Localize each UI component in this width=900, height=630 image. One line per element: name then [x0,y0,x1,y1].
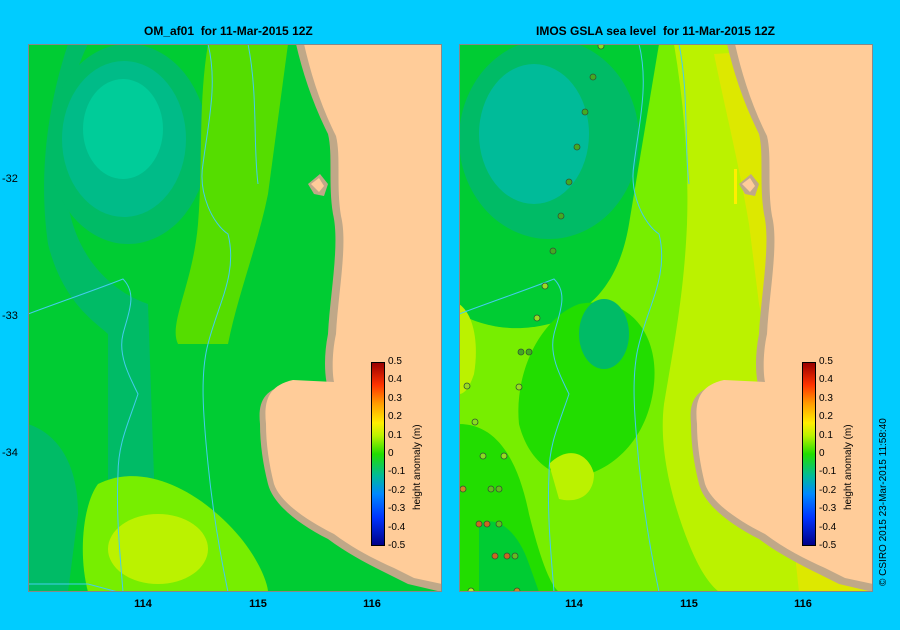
observation-point [495,485,503,493]
contour-region [579,299,629,369]
observation-point [463,382,471,390]
map-frame [459,44,873,592]
observation-point [597,44,605,50]
right-panel-title: IMOS GSLA sea level for 11-Mar-2015 12Z [536,24,775,38]
colorbar-tick-label: 0.5 [388,356,402,367]
observation-point [581,108,589,116]
left-colorbar-label: height anomaly (m) [412,424,423,510]
colorbar-tick-label: -0.5 [819,540,837,551]
observation-point [479,452,487,460]
bathymetry-contour [678,44,690,185]
observation-point [471,418,479,426]
contour-region [459,304,476,394]
contour-region [734,169,737,204]
bathymetry-contour [247,44,259,185]
observation-point [517,348,525,356]
right-colorbar-label: height anomaly (m) [843,424,854,510]
observation-point [483,520,491,528]
model-map-panel [28,44,442,592]
colorbar-tick-label: -0.3 [819,503,837,515]
bathymetry-contour [459,278,570,592]
observation-points [459,44,605,592]
observation-point [549,247,557,255]
x-tick-label: 114 [134,598,152,610]
colorbar-tick-label: 0.2 [819,411,833,423]
colorbar-tick-label: -0.2 [819,484,837,496]
x-tick-label: 116 [794,598,812,610]
bathymetry-contour [201,44,232,592]
colorbar-tick-label: 0.1 [819,429,833,441]
y-tick-label: -32 [2,173,18,185]
observation-point [565,178,573,186]
colorbar-tick-label: 0.1 [388,429,402,441]
colorbar-tick-label: -0.2 [388,484,406,496]
observation-point [515,383,523,391]
credit-text: © CSIRO 2015 23-Mar-2015 11:58:40 [878,418,889,586]
observation-point [557,212,565,220]
colorbar-tick-label: 0.4 [819,374,833,386]
observation-point [503,552,511,560]
observation-point [533,314,541,322]
observation-point [491,552,499,560]
x-tick-label: 114 [565,598,583,610]
bathymetry-contour [28,583,119,592]
observation-point [525,348,533,356]
left-colorbar [371,362,385,546]
map-frame [28,44,442,592]
colorbar-tick-label: -0.5 [388,540,406,551]
colorbar-tick-label: -0.4 [819,521,837,533]
observation-point [500,452,508,460]
colorbar-tick-label: -0.1 [388,466,406,478]
colorbar-tick-label: -0.3 [388,503,406,515]
observation-point [487,485,495,493]
y-tick-label: -33 [2,310,18,322]
contour-region [83,79,163,179]
model-map [28,44,442,592]
land [742,178,755,192]
x-tick-label: 116 [363,598,381,610]
colorbar-tick-label: 0.3 [819,392,833,404]
colorbar-tick-label: 0 [388,448,394,459]
colorbar-tick-label: -0.4 [388,521,406,533]
observation-point [541,282,549,290]
land [696,44,873,584]
bathymetry-contour [28,278,139,592]
contour-region [549,453,594,501]
contour-region [108,514,208,584]
observation-point [589,73,597,81]
x-tick-label: 115 [680,598,698,610]
colorbar-tick-label: 0.4 [388,374,402,386]
y-tick-label: -34 [2,447,18,459]
colorbar-tick-label: 0.3 [388,392,402,404]
land [265,44,442,584]
left-panel-title: OM_af01 for 11-Mar-2015 12Z [144,24,313,38]
contour-region [28,424,78,592]
contour-region [479,64,589,204]
colorbar-tick-label: -0.1 [819,466,837,478]
land [311,178,324,192]
observation-point [511,552,519,560]
observation-point [495,520,503,528]
observation-point [459,485,467,493]
colorbar-tick-label: 0.2 [388,411,402,423]
right-colorbar [802,362,816,546]
observation-point [573,143,581,151]
colorbar-tick-label: 0.5 [819,356,833,367]
contour-region [175,44,288,344]
colorbar-tick-label: 0 [819,448,825,459]
observation-point [475,520,483,528]
x-tick-label: 115 [249,598,267,610]
bathymetry-contour [632,44,663,592]
